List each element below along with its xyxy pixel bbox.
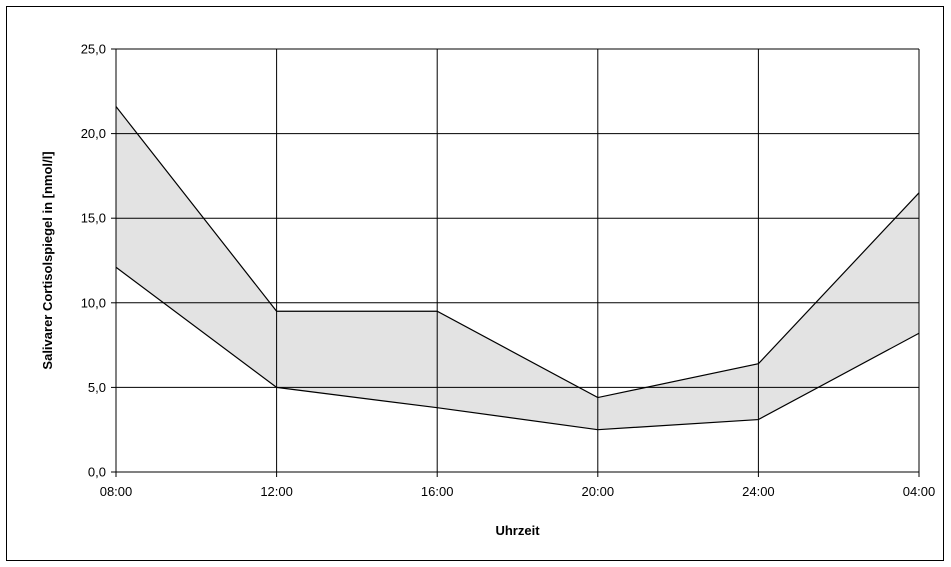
y-tick-label: 20,0 xyxy=(81,126,106,141)
y-axis-title: Salivarer Cortisolspiegel in [nmol/l] xyxy=(40,151,55,369)
x-axis-title: Uhrzeit xyxy=(495,523,540,538)
x-tick-labels: 08:00 12:00 16:00 20:00 24:00 04:00 xyxy=(100,484,936,499)
x-tick-label: 20:00 xyxy=(582,484,615,499)
x-tick-label: 08:00 xyxy=(100,484,133,499)
band-layer xyxy=(116,106,919,430)
y-tick-label: 5,0 xyxy=(88,380,106,395)
y-tick-label: 15,0 xyxy=(81,211,106,226)
lower-bound-line xyxy=(115,266,920,431)
y-tick-label: 10,0 xyxy=(81,295,106,310)
x-tick-label: 24:00 xyxy=(742,484,775,499)
y-tick-label: 0,0 xyxy=(88,465,106,480)
x-tick-label: 04:00 xyxy=(903,484,936,499)
upper-bound-line xyxy=(115,106,920,399)
x-tick-label: 12:00 xyxy=(260,484,293,499)
y-tick-label: 25,0 xyxy=(81,42,106,57)
range-band xyxy=(116,106,919,430)
grid-layer xyxy=(111,48,920,477)
line-layer xyxy=(115,106,920,431)
y-tick-labels: 0,0 5,0 10,0 15,0 20,0 25,0 xyxy=(81,42,106,480)
x-tick-label: 16:00 xyxy=(421,484,454,499)
